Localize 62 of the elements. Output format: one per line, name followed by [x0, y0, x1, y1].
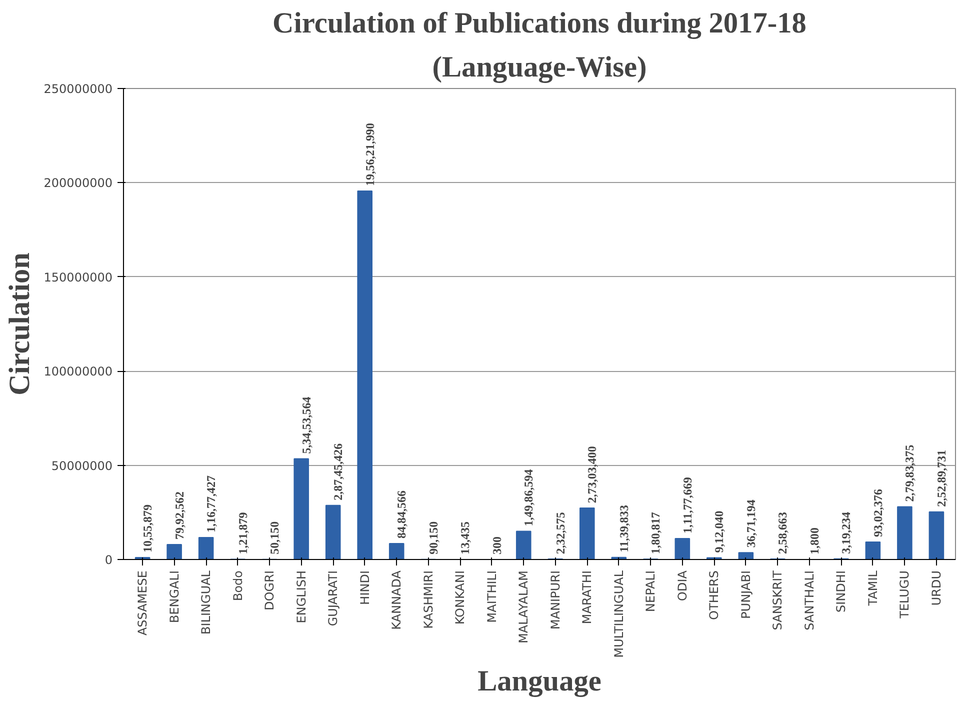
x-tick-label: Bodo [230, 570, 245, 602]
x-tick-label: KONKANI [453, 570, 468, 625]
data-label: 19,56,21,990 [362, 122, 377, 186]
data-label: 3,19,234 [839, 512, 854, 554]
data-label: 1,21,879 [236, 512, 250, 554]
data-label: 9,12,040 [712, 510, 726, 553]
x-tick-label: HINDI [358, 570, 372, 605]
x-tick-label: BENGALI [167, 570, 182, 624]
data-label: 2,58,663 [776, 512, 790, 554]
data-label: 10,55,879 [140, 504, 155, 553]
y-tick-label: 250000000 [44, 82, 113, 96]
y-axis-title: Circulation [4, 252, 36, 396]
x-tick-label: GUJARATI [326, 570, 340, 626]
x-tick-label: KANNADA [390, 570, 404, 630]
data-label: 2,87,45,426 [331, 443, 346, 500]
data-label: 13,435 [458, 521, 472, 554]
y-tick-label: 200000000 [44, 176, 113, 190]
x-tick-label: MANIPURI [548, 570, 562, 630]
data-label: 1,49,86,594 [522, 469, 536, 526]
data-label: 36,71,194 [744, 500, 758, 548]
data-label: 2,52,89,731 [934, 450, 948, 507]
data-label: 90,150 [426, 521, 440, 554]
x-tick-label: ASSAMESE [136, 570, 150, 636]
data-label: 2,79,83,375 [902, 444, 917, 502]
x-tick-label: TAMIL [866, 570, 880, 607]
data-label: 5,34,53,564 [299, 396, 314, 454]
data-label: 300 [490, 536, 504, 554]
x-tick-label: MULTILINGUAL [612, 570, 626, 658]
x-tick-label: MALAYALAM [516, 570, 531, 644]
y-tick-label: 50000000 [51, 458, 112, 473]
data-label: 1,80,817 [648, 512, 663, 554]
x-axis-title: Language [478, 666, 602, 698]
x-tick-label: URDU [929, 570, 944, 606]
data-label: 2,73,03,400 [585, 446, 600, 504]
y-tick-label: 100000000 [44, 364, 113, 379]
data-label: 1,11,77,669 [680, 477, 694, 534]
data-label: 79,92,562 [172, 491, 186, 540]
x-tick-label: BILINGUAL [199, 570, 214, 634]
chart-title: Circulation of Publications during 2017-18 [272, 8, 806, 40]
x-tick-label: TELUGU [898, 570, 912, 620]
x-tick-label: PUNJABI [738, 570, 753, 619]
data-label: 50,150 [268, 521, 282, 554]
x-tick-label: SANSKRIT [770, 570, 785, 630]
data-label: 93,02,376 [870, 488, 885, 537]
x-tick-label: OTHERS [707, 570, 722, 620]
y-tick-label: 150000000 [44, 270, 113, 284]
x-tick-label: MARATHI [580, 570, 594, 624]
x-tick-label: MAITHILI [484, 570, 499, 623]
data-label: 84,84,566 [394, 490, 409, 539]
x-tick-label: ODIA [675, 570, 690, 601]
x-tick-label: KASHMIRI [421, 570, 436, 629]
data-label: 1,800 [807, 527, 822, 554]
x-tick-label: SINDHI [834, 570, 848, 612]
y-tick-label: 0 [104, 553, 113, 567]
data-label: 11,39,833 [616, 505, 631, 552]
data-label: 1,16,77,427 [204, 476, 218, 532]
chart-subtitle: (Language-Wise) [432, 52, 647, 84]
x-tick-label: SANTHALI [802, 570, 816, 630]
x-tick-label: NEPALI [644, 570, 658, 612]
data-label: 2,32,575 [553, 512, 568, 554]
x-tick-label: DOGRI [262, 570, 277, 610]
x-tick-label: ENGLISH [294, 570, 308, 624]
